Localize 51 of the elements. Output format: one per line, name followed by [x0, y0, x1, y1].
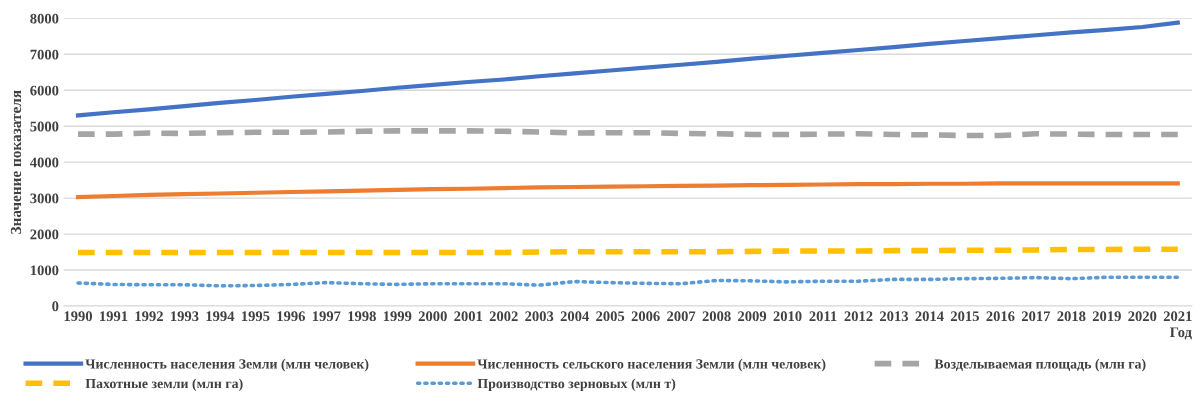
x-tick-label: 1999 [383, 311, 412, 322]
x-tick-label: 2008 [702, 311, 731, 322]
legend-label: Численность сельского населения Земли (млн человек) [477, 358, 826, 372]
x-tick-label: 2019 [1092, 311, 1121, 322]
x-tick-label: 2003 [525, 311, 554, 322]
x-tick-label: 2010 [773, 311, 802, 322]
x-tick-label: 2002 [489, 311, 518, 322]
x-tick-label: 2016 [986, 311, 1015, 322]
line-series [75, 20, 1180, 118]
x-tick-label: 1996 [277, 311, 306, 322]
line-series [75, 181, 1180, 200]
x-tick-label: 2020 [1128, 311, 1157, 322]
legend-label: Возделываемая площадь (млн га) [934, 358, 1146, 372]
y-tick-label: 0 [52, 301, 59, 312]
y-tick-label: 5000 [30, 121, 59, 132]
x-tick-label: 2007 [667, 311, 696, 322]
x-tick-label: 2021 [1163, 311, 1192, 322]
x-tick-label: 2009 [738, 311, 767, 322]
y-tick-label: 2000 [30, 229, 59, 240]
x-tick-label: 1990 [64, 311, 93, 322]
legend-label: Пахотные земли (млн га) [85, 378, 243, 392]
x-tick-label: 2000 [418, 311, 447, 322]
legend-label: Производство зерновых (млн т) [477, 378, 676, 392]
x-tick-label: 1994 [206, 311, 235, 322]
x-tick-label: 2012 [844, 311, 873, 322]
x-tick-label: 2017 [1021, 311, 1051, 322]
x-axis-title: Год [1169, 327, 1192, 340]
x-tick-label: 2015 [950, 311, 979, 322]
x-tick-label: 2013 [879, 311, 909, 322]
x-tick-label: 2018 [1057, 311, 1086, 322]
x-tick-label: 1993 [171, 311, 199, 322]
x-tick-label: 2006 [631, 311, 660, 322]
x-tick-label: 2005 [596, 311, 625, 322]
y-tick-label: 8000 [30, 13, 59, 24]
x-tick-label: 1992 [135, 311, 163, 322]
y-axis-title: Значение показателя [10, 90, 22, 234]
x-tick-label: 2014 [915, 311, 944, 322]
x-tick-label: 1995 [241, 311, 270, 322]
y-tick-label: 1000 [30, 265, 59, 276]
x-tick-label: 2001 [454, 311, 483, 322]
y-tick-label: 7000 [30, 49, 59, 60]
legend-label: Численность населения Земли (млн человек) [85, 358, 369, 372]
x-tick-label: 1997 [312, 311, 341, 322]
x-tick-label: 1998 [348, 311, 376, 322]
x-tick-label: 2004 [560, 311, 589, 322]
line-series [76, 275, 1180, 288]
y-tick-label: 6000 [30, 85, 59, 96]
x-tick-label: 1991 [100, 311, 128, 322]
y-tick-label: 4000 [29, 157, 59, 168]
x-tick-label: 2011 [809, 311, 837, 322]
y-tick-label: 3000 [30, 193, 59, 204]
